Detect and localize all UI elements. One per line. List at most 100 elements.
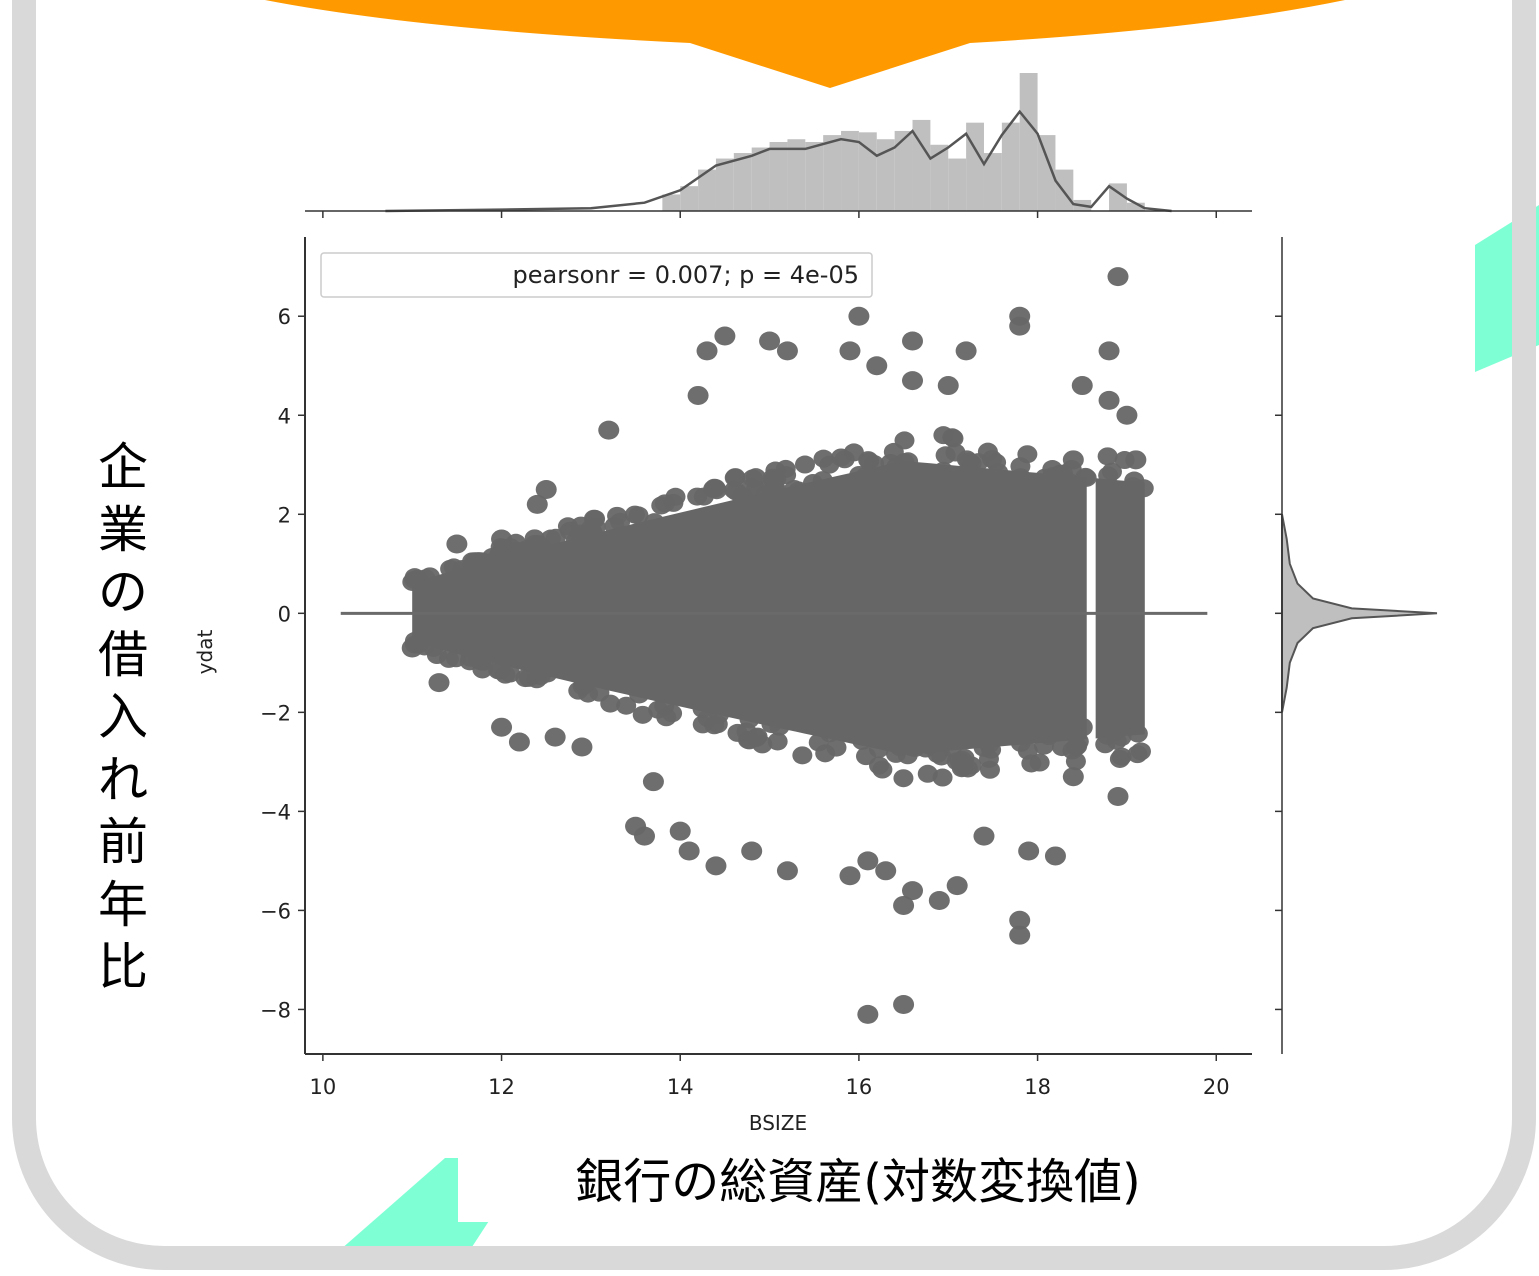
orange-banner (265, 0, 1345, 88)
scatter-point (491, 717, 513, 737)
scatter-point (973, 826, 995, 846)
scatter-point (902, 371, 924, 391)
scatter-point (472, 552, 493, 571)
scatter-point (557, 517, 578, 536)
y-axis-caption-japanese: 企業の借入れ前年比 (98, 438, 148, 996)
right-marginal-ticks (1275, 315, 1282, 1011)
scatter-point (961, 454, 982, 473)
scatter-point (654, 697, 675, 716)
scatter-point (739, 710, 760, 729)
top-marginal-bar (876, 139, 895, 211)
scatter-point (872, 760, 893, 779)
scatter-point (893, 769, 914, 788)
top-marginal-bar (1001, 122, 1020, 211)
y-tick-label: 6 (278, 305, 291, 329)
scatter-point (644, 513, 665, 532)
y-tick-label: −4 (260, 800, 291, 824)
y-axis-label: ydat (193, 630, 217, 675)
scatter-point (598, 420, 620, 440)
scatter-point (1107, 787, 1129, 807)
scatter-point (752, 735, 773, 754)
scatter-point (1098, 466, 1119, 485)
scatter-point (759, 331, 781, 351)
x-tick-label: 18 (1024, 1075, 1051, 1099)
scatter-point (769, 717, 790, 736)
scatter-point (714, 326, 736, 346)
scatter-point (696, 341, 718, 361)
top-marginal-bar (751, 147, 770, 211)
x-tick-label: 12 (488, 1075, 515, 1099)
y-axis-ticks: 6 4 2 0 −2 −4 −6 −8 (260, 305, 305, 1022)
scatter-point (1029, 753, 1050, 772)
scatter-point (585, 509, 606, 528)
x-tick-label: 10 (310, 1075, 337, 1099)
scatter-point (1071, 376, 1093, 396)
scatter-points (401, 267, 1147, 1024)
scatter-point (1098, 341, 1120, 361)
legend-text: pearsonr = 0.007; p = 4e-05 (513, 261, 859, 289)
scatter-point (756, 485, 777, 504)
scatter-point (856, 466, 877, 485)
scatter-point (937, 376, 959, 396)
scatter-point (571, 737, 593, 757)
scatter-point (839, 866, 861, 886)
scatter-point (1017, 445, 1038, 464)
scatter-point (979, 735, 1000, 754)
scatter-point (488, 661, 509, 680)
top-marginal-histogram (385, 73, 1172, 213)
top-marginal-bar (841, 130, 859, 211)
right-marginal-density (1281, 514, 1438, 713)
scatter-point (763, 471, 784, 490)
scatter-point (1107, 267, 1129, 287)
scatter-point (813, 449, 834, 468)
scatter-point (852, 731, 873, 750)
scatter-point (401, 638, 423, 658)
scatter-point (697, 709, 718, 728)
scatter-point (693, 487, 714, 506)
scatter-point (1062, 450, 1084, 470)
scatter-point (897, 746, 918, 765)
top-marginal-bar (823, 135, 842, 211)
scatter-point (935, 446, 956, 465)
scatter-point (776, 861, 798, 881)
scatter-point (705, 856, 727, 876)
scatter-point (955, 341, 977, 361)
scatter-point (741, 841, 763, 861)
top-marginal-bar (680, 186, 699, 211)
scatter-point (917, 764, 938, 783)
top-marginal-bar (805, 142, 824, 211)
top-marginal-bar (983, 153, 1002, 211)
scatter-point (1076, 468, 1097, 487)
scatter-point (776, 341, 798, 361)
scatter-point (792, 746, 813, 765)
scatter-point (544, 727, 566, 747)
scatter-point (826, 738, 847, 757)
top-marginal-bar (662, 194, 681, 211)
scatter-point (1109, 749, 1130, 768)
scatter-point (607, 506, 628, 525)
scatter-point (452, 560, 473, 579)
scatter-point (532, 540, 553, 559)
scatter-point (545, 528, 566, 547)
scatter-point (839, 341, 861, 361)
scatter-point (678, 841, 700, 861)
scatter-point (616, 696, 637, 715)
scatter-point (858, 451, 879, 470)
y-tick-label: 4 (278, 404, 291, 428)
top-marginal-kde (385, 109, 1172, 213)
y-tick-label: 0 (278, 602, 291, 626)
x-tick-label: 16 (846, 1075, 873, 1099)
top-marginal-bar (948, 158, 967, 211)
y-tick-label: 2 (278, 503, 291, 527)
x-axis-caption-japanese: 銀行の総資産(対数変換値) (458, 1142, 1258, 1222)
scatter-point (568, 681, 589, 700)
top-marginal-bar (698, 169, 716, 211)
y-tick-label: −6 (260, 899, 291, 923)
scatter-point (1018, 841, 1040, 861)
top-marginal-bar (769, 142, 788, 211)
scatter-point (687, 385, 709, 405)
scatter-point (1033, 736, 1054, 755)
legend: pearsonr = 0.007; p = 4e-05 (320, 252, 873, 298)
